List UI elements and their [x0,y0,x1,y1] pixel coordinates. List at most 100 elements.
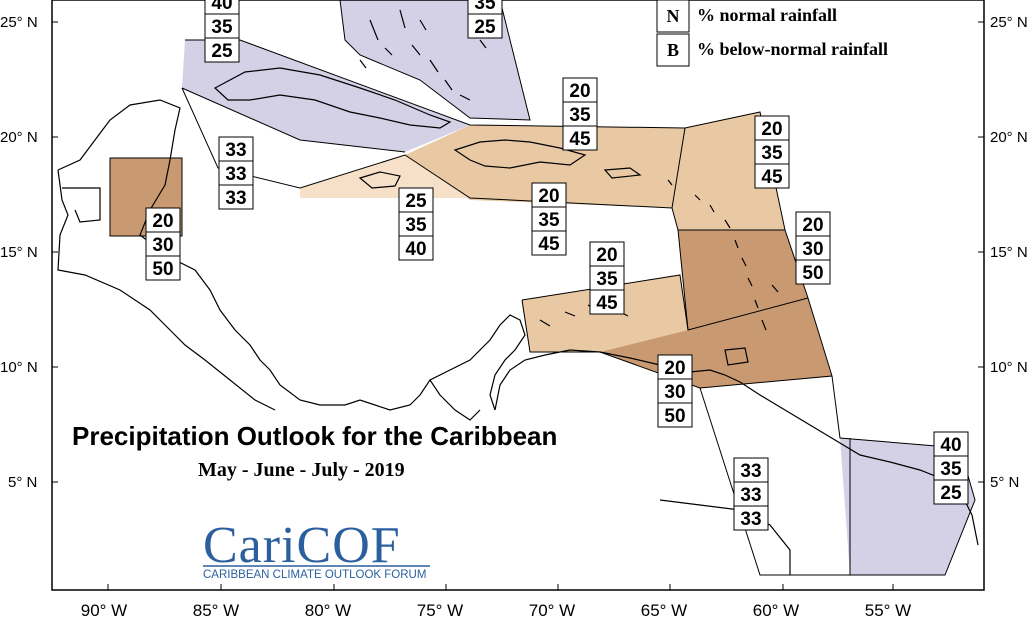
prob-value: 30 [664,382,685,403]
lat-labels-left: 25° N 20° N 15° N 10° N 5° N [0,14,38,491]
prob-box [467,13,503,39]
zone-hispaniola [405,125,685,208]
lat-label-10: 10° N [0,359,38,376]
prob-value: 20 [152,211,173,232]
coast-lesser-antilles [667,179,779,331]
prob-value: 35 [538,210,560,231]
lat-label-20-right: 20° N [990,129,1028,146]
prob-value: 35 [761,143,783,164]
prob-box [398,211,434,237]
caricof-logo: CariCOF CARIBBEAN CLIMATE OUTLOOK FORUM [203,517,430,581]
prob-value: 50 [152,259,173,280]
map-title: Precipitation Outlook for the Caribbean [72,421,557,451]
lat-label-25-right: 25° N [990,14,1028,31]
prob-box [218,184,254,210]
lon-label-85: 85° W [193,601,239,620]
prob-box [733,505,769,531]
prob-box [657,378,693,404]
prob-box [589,265,625,291]
prob-stack-cuba: 40 35 25 [204,0,240,63]
prob-box [531,182,567,208]
prob-value: 33 [225,140,246,161]
prob-value: 33 [740,485,761,506]
coast-central-america [57,99,526,411]
prob-value: 35 [405,215,427,236]
prob-value: 45 [596,293,618,314]
coast-cuba [213,67,452,129]
coast-colombia-west [429,379,481,421]
coast-south-america [494,349,979,546]
prob-value: 40 [405,239,426,260]
prob-value: 50 [802,263,823,284]
lat-label-5: 5° N [8,474,37,491]
prob-box [562,101,598,127]
prob-value: 45 [569,129,591,150]
coast-mexico-west [57,169,276,411]
prob-stack-leeward-islands: 20 35 45 [754,115,790,189]
prob-stack-western-caribbean: 33 33 33 [218,136,254,210]
legend-key-b: B [667,40,679,60]
prob-value: 30 [152,235,173,256]
lon-label-75: 75° W [417,601,463,620]
prob-stack-abc-islands: 20 35 45 [589,241,625,315]
prob-box [145,255,181,281]
prob-value: 20 [664,358,685,379]
prob-box [218,136,254,162]
prob-value: 25 [405,191,427,212]
prob-value: 20 [538,186,559,207]
prob-value: 20 [569,81,590,102]
prob-value: 25 [474,17,496,38]
prob-box [795,211,831,237]
lat-label-10-right: 10° N [990,359,1028,376]
legend-text-normal: % normal rainfall [697,5,837,25]
coast-guatemala-border [62,187,101,223]
prob-value: 20 [802,215,823,236]
lat-label-25: 25° N [0,14,38,31]
prob-value: 33 [740,509,761,530]
legend-item-below: B % below-normal rainfall [656,33,888,67]
prob-box [589,289,625,315]
prob-value: 35 [474,0,496,14]
coast-jamaica [358,171,401,189]
zone-jamaica [300,155,470,198]
prob-stack-windward-islands: 20 30 50 [795,211,831,285]
prob-box [733,481,769,507]
prob-stack-south-hispaniola: 20 35 45 [531,182,567,256]
prob-box [754,163,790,189]
prob-box [754,139,790,165]
lat-label-5-right: 5° N [990,474,1019,491]
prob-value: 20 [761,119,782,140]
prob-box [589,241,625,267]
prob-box [531,230,567,256]
map-subtitle: May - June - July - 2019 [198,459,405,481]
coast-trinidad [724,347,749,366]
prob-box [204,13,240,39]
prob-value: 25 [940,483,962,504]
lon-label-55: 55° W [865,601,911,620]
prob-stack-belize: 20 30 50 [145,207,181,281]
lon-label-90: 90° W [81,601,127,620]
prob-value: 35 [211,17,233,38]
prob-stack-trinidad-tobago: 20 30 50 [657,354,693,428]
lon-label-80: 80° W [305,601,351,620]
lat-label-15: 15° N [0,244,38,261]
logo-wordmark: CariCOF [203,517,401,574]
prob-value: 45 [761,167,783,188]
prob-value: 33 [740,461,761,482]
prob-value: 35 [596,269,618,290]
prob-value: 33 [225,164,246,185]
prob-box [933,455,969,481]
prob-value: 20 [596,245,617,266]
lon-label-65: 65° W [641,601,687,620]
zone-windward [678,230,808,330]
prob-value: 30 [802,239,823,260]
prob-value: 45 [538,234,560,255]
legend-key-n: N [667,6,680,26]
logo-tagline: CARIBBEAN CLIMATE OUTLOOK FORUM [203,569,426,581]
prob-box [398,235,434,261]
lat-labels-right: 25° N 20° N 15° N 10° N 5° N [990,14,1028,491]
lon-labels: 90° W 85° W 80° W 75° W 70° W 65° W 60° … [81,601,911,620]
